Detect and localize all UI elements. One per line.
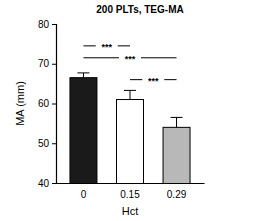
significance-line	[164, 79, 176, 80]
y-tick: 50	[38, 138, 56, 149]
y-tick-mark	[52, 143, 56, 144]
x-tick-label: 0	[81, 189, 87, 200]
x-axis-title: Hct	[122, 205, 139, 217]
y-tick-mark	[52, 183, 56, 184]
y-tick-label: 80	[38, 19, 50, 30]
x-tick: 0.15	[120, 183, 140, 200]
significance-label: ***	[148, 76, 159, 86]
significance-label: ***	[101, 42, 112, 52]
y-tick-label: 60	[38, 98, 50, 109]
annotations: *** *** ***	[83, 42, 176, 86]
error-bar-cap	[77, 72, 89, 73]
y-tick-mark	[52, 64, 56, 65]
y-tick: 40	[38, 178, 56, 189]
bar	[163, 127, 190, 183]
y-tick-mark	[52, 24, 56, 25]
error-bar	[171, 117, 183, 127]
error-bar	[77, 73, 89, 78]
y-tick-label: 40	[38, 178, 50, 189]
significance-line	[130, 79, 142, 80]
error-bar-stem	[176, 117, 177, 127]
y-tick: 60	[38, 98, 56, 109]
x-tick-label: 0.29	[167, 189, 187, 200]
chart: 40 50 60 70 80 0 0.15 0.29 *** *** *** 200 PLTs, TE…	[0, 0, 266, 221]
significance-line	[83, 57, 119, 58]
significance-line	[141, 57, 177, 58]
significance-label: ***	[125, 54, 136, 64]
y-axis-line	[52, 25, 57, 184]
bar	[70, 78, 97, 183]
significance-line	[118, 45, 130, 46]
x-axis: 0 0.15 0.29	[57, 183, 205, 200]
bar	[117, 100, 144, 183]
x-tick: 0.29	[167, 183, 187, 200]
y-axis: 40 50 60 70 80	[38, 19, 57, 189]
y-tick-mark	[52, 104, 56, 105]
significance-line	[83, 45, 95, 46]
bars	[70, 73, 190, 183]
error-bar-cap	[124, 90, 136, 91]
x-axis-line	[57, 183, 205, 184]
error-bar-stem	[130, 90, 131, 99]
plot: 40 50 60 70 80 0 0.15 0.29 *** *** ***	[38, 19, 205, 200]
error-bar-stem	[83, 73, 84, 78]
title: 200 PLTs, TEG-MA	[96, 4, 183, 15]
y-axis-title: MA (mm)	[14, 81, 26, 126]
y-tick: 80	[38, 19, 56, 30]
x-tick-label: 0.15	[120, 189, 140, 200]
y-tick: 70	[38, 58, 56, 69]
x-tick: 0	[81, 183, 87, 200]
error-bar-cap	[171, 117, 183, 118]
y-tick-label: 50	[38, 138, 50, 149]
y-tick-label: 70	[38, 58, 50, 69]
error-bar	[124, 90, 136, 99]
